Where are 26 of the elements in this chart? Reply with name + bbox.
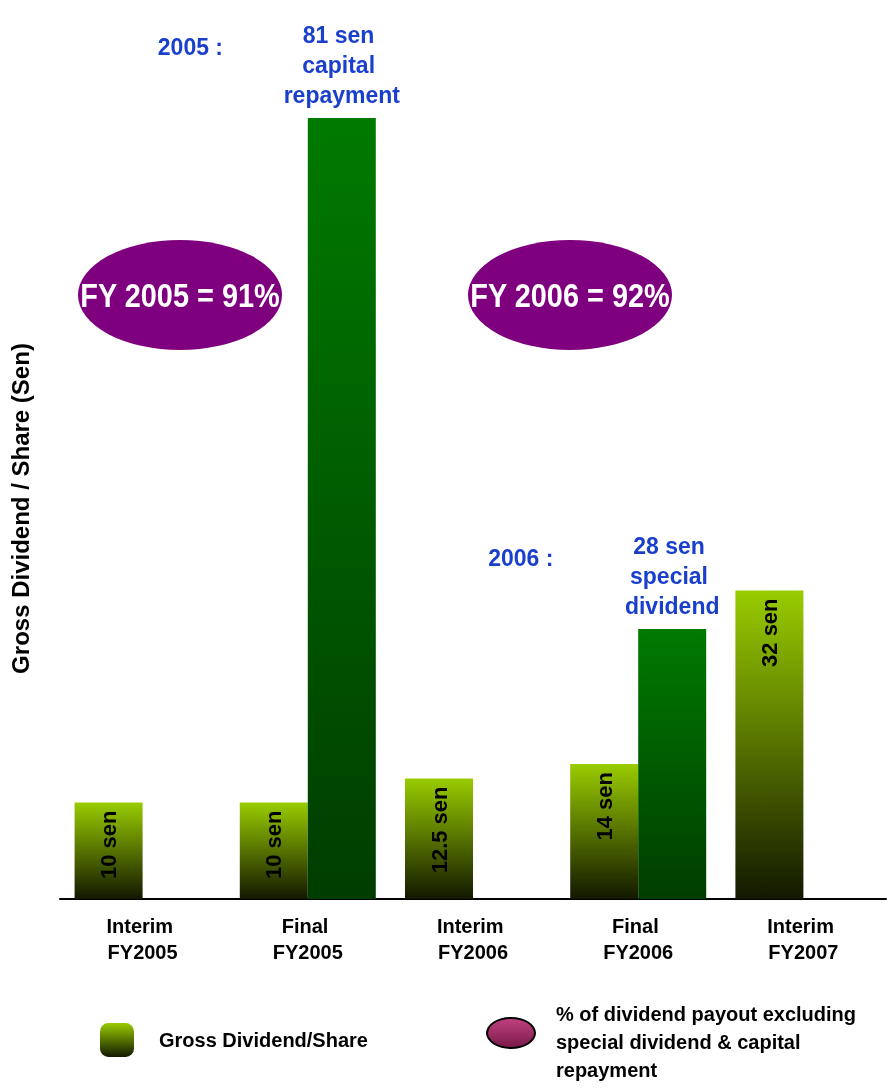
bar xyxy=(570,764,639,899)
text: % of dividend payout excluding special dividend & capital repayment xyxy=(556,1002,858,1083)
x-tick-label: Interim FY2007 xyxy=(767,915,840,963)
data-label: 14 sen xyxy=(591,772,617,841)
bar xyxy=(735,590,804,899)
bar xyxy=(239,802,308,899)
bar xyxy=(405,778,473,899)
x-tick-label: Interim FY2006 xyxy=(436,915,510,963)
data-label: 32 sen xyxy=(756,598,782,667)
data-label: 28 sen special dividend xyxy=(624,533,720,620)
bar xyxy=(74,802,143,899)
x-tick-label: Interim FY2005 xyxy=(106,915,179,963)
annotation: 2006 : xyxy=(488,545,554,573)
x-tick-label: Final FY2005 xyxy=(272,915,343,963)
data-label: 12.5 sen xyxy=(426,786,452,874)
bar xyxy=(638,629,707,899)
legend-label: Gross Dividend/Share xyxy=(159,1029,368,1051)
x-tick-label: Final FY2006 xyxy=(603,915,674,963)
bar xyxy=(307,118,376,899)
ellipse-callout: FY 2005 = 91% xyxy=(78,240,282,350)
text: 2005 : xyxy=(157,34,224,61)
data-label: 10 sen xyxy=(261,810,287,880)
data-label: 10 sen xyxy=(96,810,122,880)
y-axis-title: Gross Dividend / Share (Sen) xyxy=(6,343,34,674)
ellipse-callout: FY 2006 = 92% xyxy=(468,240,672,350)
data-label: 81 sen capital repayment xyxy=(283,22,401,108)
